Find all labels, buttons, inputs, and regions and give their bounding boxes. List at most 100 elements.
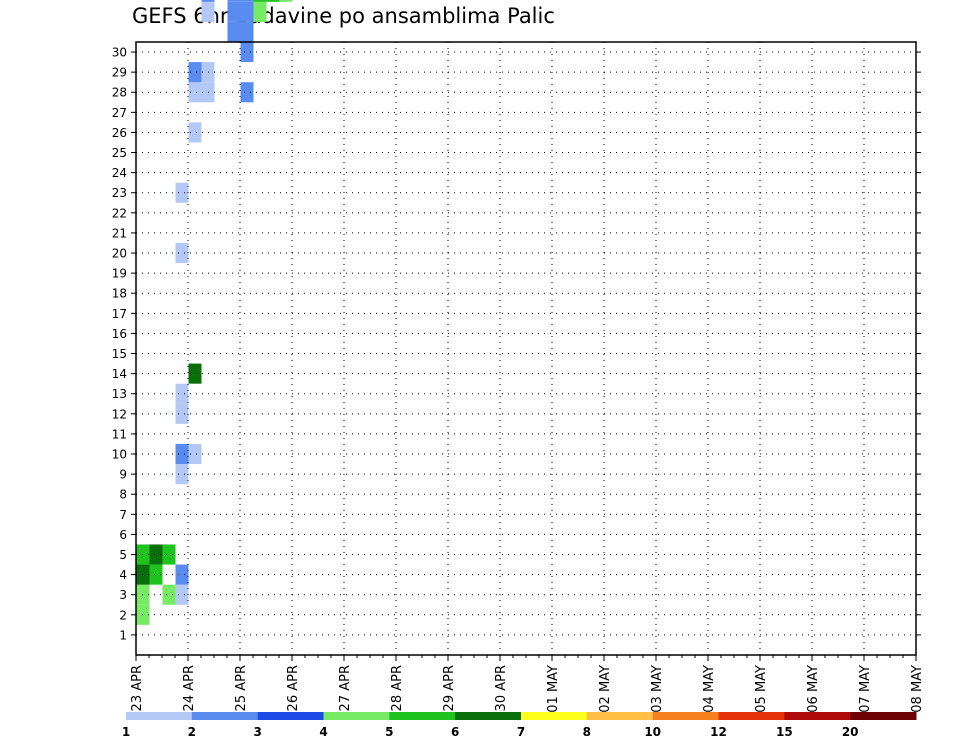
colorbar-segment <box>257 712 324 720</box>
y-tick-label: 22 <box>112 206 127 220</box>
x-tick-label: 30 APR <box>494 665 509 711</box>
y-tick-label: 15 <box>112 347 127 361</box>
x-tick-label: 26 APR <box>286 665 301 711</box>
y-tick-label: 28 <box>112 86 127 100</box>
y-tick-label: 16 <box>112 327 127 341</box>
x-tick-label: 27 APR <box>338 665 353 711</box>
y-tick-label: 3 <box>119 588 127 602</box>
heatmap-cell <box>175 443 189 465</box>
x-tick-label: 08 MAY <box>910 665 925 713</box>
y-tick-label: 23 <box>112 186 127 200</box>
x-tick-label: 06 MAY <box>806 665 821 713</box>
x-tick-label: 01 MAY <box>546 665 561 713</box>
colorbar-label: 15 <box>776 725 793 739</box>
x-tick-label: 07 MAY <box>858 665 873 713</box>
heatmap-cell <box>175 464 189 485</box>
colorbar-segment <box>521 712 588 720</box>
colorbar-segment <box>389 712 456 720</box>
heatmap-cell <box>162 544 176 565</box>
heatmap-cell <box>240 82 254 103</box>
y-tick-label: 8 <box>119 488 127 502</box>
colorbar-segment <box>455 712 522 720</box>
y-tick-label: 20 <box>112 247 127 261</box>
heatmap-cell <box>227 1 241 22</box>
y-tick-label: 9 <box>119 468 127 482</box>
colorbar-label: 20 <box>842 725 859 739</box>
heatmap-cell <box>162 584 176 605</box>
x-tick-label: 02 MAY <box>598 665 613 713</box>
y-tick-label: 11 <box>112 427 127 441</box>
y-tick-label: 17 <box>112 307 127 321</box>
y-tick-label: 6 <box>119 528 127 542</box>
heatmap-cell <box>175 584 189 605</box>
y-tick-label: 4 <box>119 568 127 582</box>
colorbar-label: 6 <box>451 725 459 739</box>
y-tick-label: 26 <box>112 126 127 140</box>
y-tick-label: 30 <box>112 46 127 60</box>
heatmap-cell <box>253 0 267 2</box>
y-tick-label: 12 <box>112 407 127 421</box>
colorbar-segment <box>850 712 917 720</box>
y-tick-label: 24 <box>112 166 127 180</box>
heatmap-cell <box>240 21 254 42</box>
heatmap-cell <box>175 403 189 424</box>
colorbar-segment <box>191 712 259 720</box>
heatmap-cell <box>240 42 254 63</box>
heatmap-cell <box>227 21 241 42</box>
heatmap-cell <box>188 82 202 103</box>
y-tick-label: 18 <box>112 287 127 301</box>
y-tick-label: 7 <box>119 508 127 522</box>
heatmap-cell <box>240 1 254 22</box>
colorbar-segment <box>718 712 785 720</box>
y-tick-label: 27 <box>112 106 127 120</box>
colorbar-segment <box>784 712 851 720</box>
heatmap-cell <box>188 443 202 465</box>
y-tick-label: 25 <box>112 146 127 160</box>
colorbar-label: 3 <box>253 725 261 739</box>
colorbar-label: 4 <box>319 725 327 739</box>
y-tick-label: 5 <box>119 548 127 562</box>
heatmap-cell <box>188 363 202 384</box>
x-tick-label: 04 MAY <box>702 665 717 713</box>
heatmap-cell <box>201 0 215 2</box>
heatmap-cell <box>188 62 202 83</box>
y-tick-label: 29 <box>112 66 127 80</box>
y-tick-label: 1 <box>119 628 127 642</box>
y-tick-label: 14 <box>112 367 127 381</box>
colorbar-segment <box>652 712 719 720</box>
y-tick-label: 21 <box>112 226 127 240</box>
colorbar-label: 12 <box>710 725 727 739</box>
heatmap-cell <box>279 0 293 2</box>
heatmap-cell <box>149 564 163 585</box>
x-tick-label: 24 APR <box>182 665 197 711</box>
heatmap-cell <box>253 1 267 22</box>
x-tick-label: 05 MAY <box>754 665 769 713</box>
x-tick-label: 25 APR <box>234 665 249 711</box>
x-tick-label: 03 MAY <box>650 665 665 713</box>
colorbar-segment <box>126 712 193 720</box>
heatmap-cell <box>240 0 254 2</box>
heatmap-cell <box>175 242 189 264</box>
y-tick-label: 2 <box>119 608 127 622</box>
heatmap-cell <box>175 564 189 585</box>
y-tick-label: 13 <box>112 387 127 401</box>
x-tick-label: 28 APR <box>390 665 405 711</box>
heatmap-cell <box>188 122 202 143</box>
colorbar-label: 10 <box>644 725 661 739</box>
colorbar-label: 8 <box>583 725 591 739</box>
colorbar-segment <box>586 712 654 720</box>
plot-area <box>136 42 916 655</box>
colorbar-segment <box>323 712 390 720</box>
x-tick-label: 29 APR <box>442 665 457 711</box>
heatmap-cell <box>201 1 215 22</box>
colorbar-label: 1 <box>122 725 130 739</box>
colorbar-label: 5 <box>385 725 393 739</box>
x-tick-label: 23 APR <box>130 665 145 711</box>
y-tick-label: 19 <box>112 267 127 281</box>
heatmap-cell <box>149 544 163 565</box>
y-tick-label: 10 <box>112 448 127 462</box>
colorbar-label: 7 <box>517 725 525 739</box>
heatmap-cell <box>266 0 280 2</box>
heatmap-cell <box>227 0 241 2</box>
